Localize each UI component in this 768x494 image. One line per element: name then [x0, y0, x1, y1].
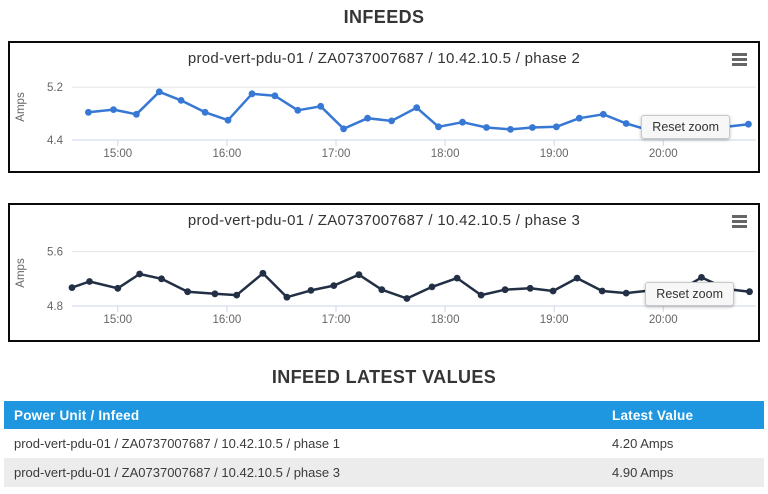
page-title-infeeds: INFEEDS: [343, 7, 425, 27]
table-row-phase3: prod-vert-pdu-01 / ZA0737007687 / 10.42.…: [4, 458, 764, 487]
line-chart-phase2[interactable]: 4.4 5.2 15:00 16:00 17:00 18:00 19:00 20:00 Amps: [10, 43, 758, 171]
svg-text:5.6: 5.6: [47, 247, 63, 259]
svg-text:16:00: 16:00: [213, 314, 242, 326]
col-header-power-unit: Power Unit / Infeed: [4, 401, 600, 429]
infeed-name: prod-vert-pdu-01 / ZA0737007687 / 10.42.…: [4, 429, 600, 458]
svg-text:19:00: 19:00: [540, 148, 569, 160]
latest-values-table: Power Unit / Infeed Latest Value prod-ve…: [4, 401, 764, 487]
chart-panel-phase2: prod-vert-pdu-01 / ZA0737007687 / 10.42.…: [8, 41, 760, 173]
svg-text:15:00: 15:00: [103, 314, 132, 326]
svg-text:18:00: 18:00: [431, 148, 460, 160]
chart-title-phase3: prod-vert-pdu-01 / ZA0737007687 / 10.42.…: [187, 212, 581, 229]
svg-text:20:00: 20:00: [649, 148, 678, 160]
latest-value: 4.90 Amps: [600, 458, 764, 487]
svg-text:Amps: Amps: [15, 258, 27, 288]
line-chart-phase3[interactable]: 4.8 5.6 15:00 16:00 17:00 18:00 19:00 20:00 Amps: [10, 205, 758, 340]
reset-zoom-button[interactable]: Reset zoom: [645, 282, 734, 306]
col-header-latest-value: Latest Value: [600, 401, 764, 429]
chart-context-menu-icon[interactable]: [732, 215, 747, 230]
svg-text:17:00: 17:00: [322, 148, 351, 160]
chart-context-menu-icon[interactable]: [732, 53, 747, 68]
chart-panel-phase3: prod-vert-pdu-01 / ZA0737007687 / 10.42.…: [8, 203, 760, 342]
svg-text:17:00: 17:00: [322, 314, 351, 326]
table-header-row: Power Unit / Infeed Latest Value: [4, 401, 764, 429]
infeed-name: prod-vert-pdu-01 / ZA0737007687 / 10.42.…: [4, 458, 600, 487]
svg-text:Amps: Amps: [15, 92, 27, 122]
reset-zoom-button[interactable]: Reset zoom: [641, 115, 730, 139]
svg-text:5.2: 5.2: [47, 82, 63, 94]
table-row-phase1: prod-vert-pdu-01 / ZA0737007687 / 10.42.…: [4, 429, 764, 458]
svg-text:20:00: 20:00: [649, 314, 678, 326]
latest-value: 4.20 Amps: [600, 429, 764, 458]
svg-text:15:00: 15:00: [103, 148, 132, 160]
chart-title-phase2: prod-vert-pdu-01 / ZA0737007687 / 10.42.…: [187, 50, 581, 67]
svg-text:18:00: 18:00: [431, 314, 460, 326]
svg-text:19:00: 19:00: [540, 314, 569, 326]
svg-text:4.4: 4.4: [47, 135, 64, 147]
svg-text:4.8: 4.8: [47, 301, 63, 313]
page-title-latest-values: INFEED LATEST VALUES: [271, 367, 497, 387]
svg-text:16:00: 16:00: [213, 148, 242, 160]
